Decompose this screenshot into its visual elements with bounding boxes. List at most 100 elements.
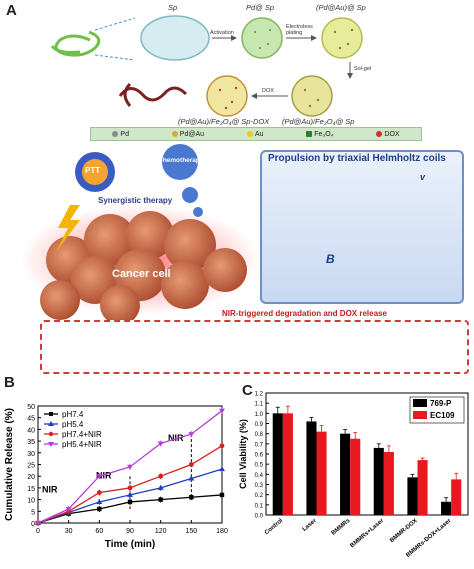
category-label: Laser (302, 518, 319, 533)
legend-label: pH7.4 (62, 410, 84, 419)
nir-annotation: NIR (96, 471, 112, 481)
therapy-illustration (20, 144, 387, 360)
panel-c-letter: C (242, 382, 253, 399)
velocity-label: v (420, 172, 426, 182)
data-point (127, 499, 133, 505)
legend-fe3o4: Fe₃O₄ (306, 131, 334, 138)
label-solgel: Sol-gel (354, 66, 372, 72)
propulsion-box (260, 150, 464, 304)
panel-a-letter: A (6, 2, 17, 19)
synergistic-label: Synergistic therapy (98, 196, 173, 205)
bar (373, 447, 384, 515)
data-point (158, 473, 164, 479)
y-tick-label: 0.6 (255, 453, 264, 459)
data-point (127, 464, 133, 470)
nir-annotation: NIR (42, 485, 58, 495)
synthesis-scheme (50, 15, 363, 117)
bar (316, 431, 327, 515)
release-chart: 0 5 10 15 20 25 30 35 40 45 50 0 30 60 90 120 150 180 Time… (4, 404, 228, 550)
data-point (157, 484, 164, 490)
panel-b-letter: B (4, 374, 15, 391)
label-pdau-sp: (Pd@Au)@ Sp (316, 3, 366, 12)
data-point (188, 432, 195, 438)
legend-label: 769-P (430, 399, 452, 408)
fe3o4-dot-icon (306, 131, 313, 137)
x-tick-label: 30 (65, 528, 73, 535)
x-axis-label: Time (min) (105, 539, 155, 550)
bar (340, 433, 351, 515)
pd-dot-icon (112, 131, 119, 137)
y-tick-label: 50 (27, 404, 35, 411)
legend-label: pH7.4+NIR (62, 430, 102, 439)
legend-marker (48, 442, 54, 447)
data-point (219, 492, 225, 498)
legend-label: pH5.4 (62, 420, 84, 429)
ptt-label: PTT (85, 166, 101, 175)
sp-cross-section (140, 15, 210, 61)
label-electroless: Electroless plating (286, 24, 313, 36)
spirulina-spiral-icon (50, 30, 101, 57)
y-tick-label: 45 (27, 416, 35, 423)
propulsion-title: Propulsion by triaxial Helmholtz coils (268, 153, 446, 164)
y-tick-label: 40 (27, 427, 35, 434)
pdau-dot-icon (171, 131, 178, 137)
label-dox-arrow: DOX (262, 88, 274, 94)
x-tick-label: 60 (95, 528, 103, 535)
bar (407, 477, 418, 515)
pdau-sp-cross-section (321, 17, 363, 59)
legend-marker (49, 412, 53, 416)
x-tick-label: 120 (155, 528, 167, 535)
coated-spiral-icon (118, 82, 188, 107)
field-label: B (326, 252, 335, 266)
y-tick-label: 15 (27, 486, 35, 493)
bar (451, 479, 462, 515)
y-tick-label: 0.7 (255, 442, 264, 448)
legend-marker (48, 431, 54, 437)
x-tick-label: 180 (216, 528, 228, 535)
legend-swatch (413, 411, 427, 419)
y-tick-label: 35 (27, 439, 35, 446)
legend-label: EC109 (430, 411, 455, 420)
bar (272, 413, 283, 515)
legend-dox: DOX (376, 131, 400, 138)
y-tick-label: 30 (27, 451, 35, 458)
materials-legend: Pd Pd@Au Au Fe₃O₄ DOX (90, 127, 422, 141)
degradation-box (40, 320, 469, 374)
bar (306, 421, 317, 515)
bar (417, 460, 428, 515)
data-point (188, 475, 195, 481)
legend-pd: Pd (112, 131, 129, 138)
dox-dot-icon (376, 131, 383, 137)
x-tick-label: 0 (36, 528, 40, 535)
degradation-title: NIR-triggered degradation and DOX releas… (222, 309, 387, 318)
legend-pdau: Pd@Au (171, 131, 204, 138)
y-tick-label: 0.2 (255, 493, 264, 499)
y-tick-label: 1.1 (255, 402, 264, 408)
cancer-cell-label: Cancer cell (112, 268, 171, 280)
y-tick-label: 20 (27, 474, 35, 481)
bar (383, 451, 394, 515)
data-point (219, 408, 225, 414)
category-label: Control (264, 518, 284, 537)
legend-swatch (413, 399, 427, 407)
legend-marker (48, 421, 54, 426)
y-tick-label: 0.8 (255, 432, 264, 438)
y-tick-label: 0.0 (255, 514, 264, 520)
bar (350, 438, 361, 515)
y-axis-label: Cell Viability (%) (238, 419, 248, 489)
y-tick-label: 1.2 (255, 392, 264, 398)
data-point (127, 491, 133, 497)
data-point (158, 497, 163, 502)
lightning-icon (56, 205, 80, 252)
category-label: BMMRs (331, 518, 352, 537)
y-axis-label: Cumulative Release (%) (4, 408, 15, 521)
y-tick-label: 1.0 (255, 412, 264, 418)
data-point (189, 495, 194, 500)
y-tick-label: 5 (31, 509, 35, 516)
data-point (96, 474, 103, 480)
bar (282, 413, 293, 515)
y-tick-label: 10 (27, 498, 35, 505)
y-tick-label: 0.9 (255, 422, 264, 428)
data-point (96, 498, 103, 504)
category-label: BMMR-DOX (389, 518, 419, 544)
